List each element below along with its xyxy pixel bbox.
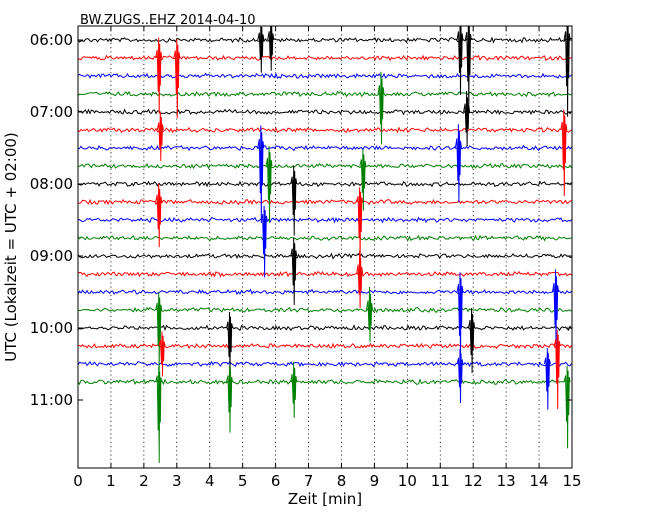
x-tick-label: 10 bbox=[398, 472, 417, 490]
event-spike bbox=[290, 165, 298, 236]
y-tick-label: 06:00 bbox=[30, 31, 73, 49]
x-tick-label: 13 bbox=[497, 472, 516, 490]
trace-0800 bbox=[78, 180, 572, 188]
x-tick-label: 2 bbox=[139, 472, 149, 490]
event-spike bbox=[359, 149, 367, 211]
x-tick-label: 1 bbox=[106, 472, 116, 490]
y-tick-label: 07:00 bbox=[30, 103, 73, 121]
event-spike bbox=[456, 25, 464, 96]
event-spike bbox=[158, 331, 166, 377]
event-spike bbox=[463, 90, 471, 147]
x-tick-label: 6 bbox=[271, 472, 281, 490]
event-spike bbox=[226, 365, 233, 433]
y-tick-label: 10:00 bbox=[30, 319, 73, 337]
y-axis-label: UTC (Lokalzeit = UTC + 02:00) bbox=[2, 132, 20, 362]
event-spike bbox=[563, 365, 571, 449]
trace-0645 bbox=[77, 90, 572, 98]
x-tick-label: 3 bbox=[172, 472, 182, 490]
plot-frame bbox=[77, 25, 573, 469]
event-spike bbox=[265, 146, 273, 223]
event-spike bbox=[456, 349, 464, 404]
event-spike bbox=[356, 250, 364, 308]
event-spike bbox=[365, 286, 373, 342]
event-spike bbox=[257, 125, 265, 224]
event-spike bbox=[260, 205, 268, 278]
x-tick-label: 0 bbox=[73, 472, 83, 490]
trace-0900 bbox=[77, 252, 572, 260]
x-tick-label: 14 bbox=[530, 472, 549, 490]
event-spike bbox=[553, 329, 561, 410]
trace-0930 bbox=[77, 288, 572, 296]
trace-0745 bbox=[77, 162, 572, 170]
x-tick-label: 8 bbox=[337, 472, 347, 490]
x-tick-label: 11 bbox=[431, 472, 450, 490]
event-spike bbox=[290, 237, 298, 305]
x-tick-label: 7 bbox=[304, 472, 314, 490]
x-tick-label: 12 bbox=[464, 472, 483, 490]
event-spike bbox=[155, 37, 163, 114]
event-spike bbox=[377, 71, 385, 145]
event-spike bbox=[173, 39, 181, 119]
seismic-traces bbox=[77, 25, 572, 464]
x-tick-label: 9 bbox=[370, 472, 380, 490]
x-tick-label: 15 bbox=[562, 472, 581, 490]
event-spike bbox=[290, 361, 298, 418]
event-spike bbox=[454, 124, 462, 203]
x-tick-label: 4 bbox=[205, 472, 215, 490]
event-spike bbox=[155, 183, 163, 248]
x-axis-label: Zeit [min] bbox=[288, 490, 362, 508]
event-spike bbox=[563, 25, 571, 117]
trace-0845 bbox=[77, 234, 572, 242]
y-tick-label: 08:00 bbox=[30, 175, 73, 193]
event-spike bbox=[543, 348, 551, 410]
event-spike bbox=[468, 307, 476, 374]
trace-1015 bbox=[77, 342, 572, 350]
event-spike bbox=[156, 111, 164, 161]
event-spike bbox=[267, 25, 275, 71]
event-spike bbox=[155, 366, 163, 464]
chart-title: BW.ZUGS..EHZ 2014-04-10 bbox=[80, 13, 256, 28]
y-tick-label: 09:00 bbox=[30, 247, 73, 265]
trace-0915 bbox=[77, 270, 572, 278]
event-spike bbox=[560, 109, 568, 197]
y-axis-ticks: 06:00 07:00 08:00 09:00 10:00 11:00 bbox=[30, 31, 572, 409]
x-tick-label: 5 bbox=[238, 472, 248, 490]
x-axis-ticks: 0 1 2 3 4 5 6 7 8 9 10 11 12 13 14 15 bbox=[73, 26, 582, 490]
trace-0600 bbox=[77, 36, 572, 44]
y-tick-label: 11:00 bbox=[30, 391, 73, 409]
trace-1030 bbox=[77, 360, 572, 368]
event-spike bbox=[257, 25, 265, 73]
